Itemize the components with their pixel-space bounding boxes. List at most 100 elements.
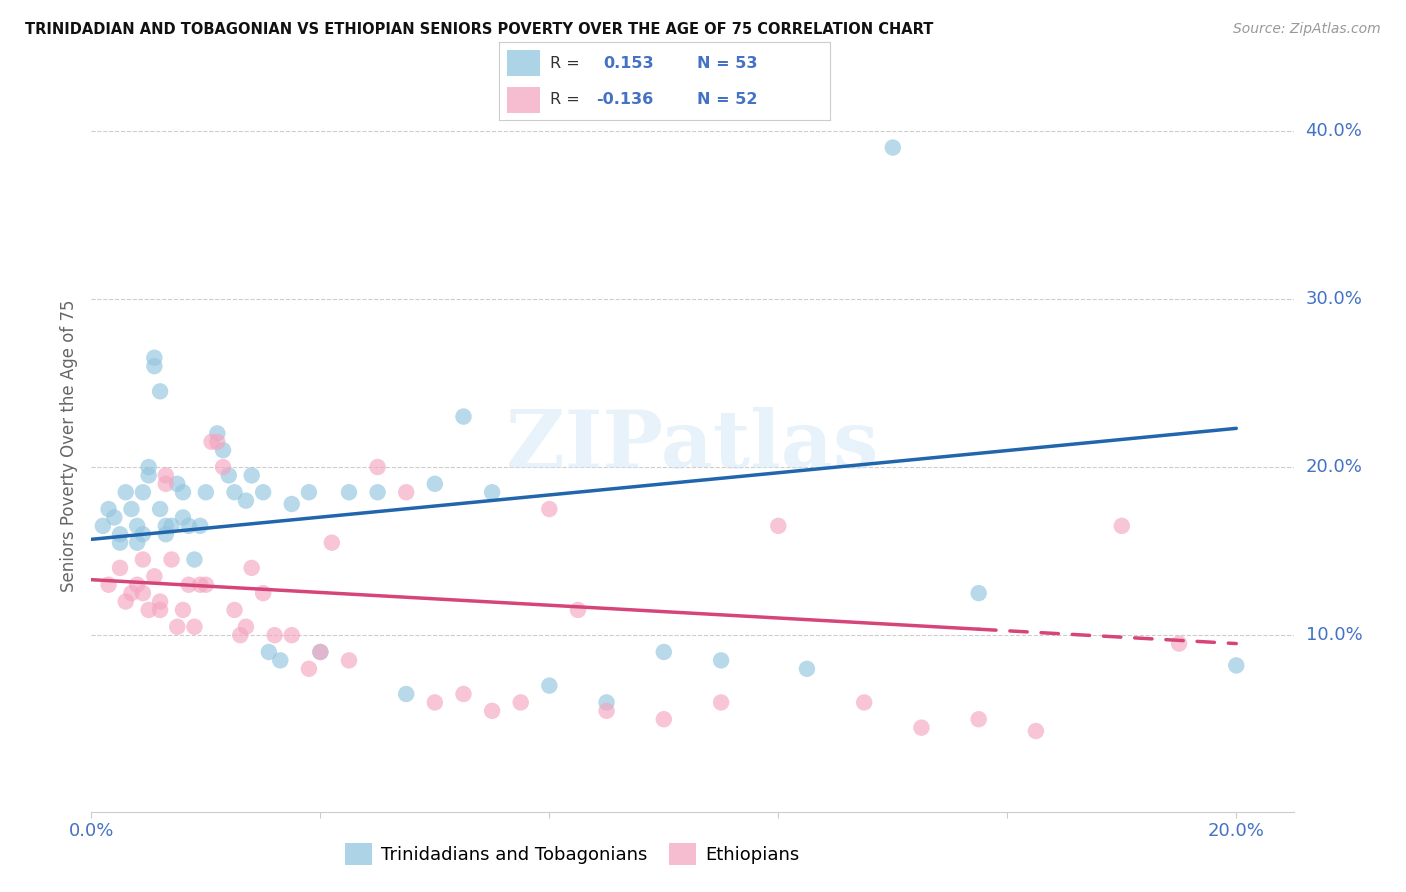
Point — [309, 645, 332, 659]
Bar — [508, 50, 540, 76]
Point — [235, 620, 257, 634]
Point — [155, 519, 177, 533]
Text: 30.0%: 30.0% — [1306, 290, 1362, 308]
Point — [423, 695, 446, 709]
Point — [188, 578, 211, 592]
Point — [108, 561, 131, 575]
Point — [138, 468, 160, 483]
Point — [114, 485, 136, 500]
Point — [710, 695, 733, 709]
Point — [967, 712, 990, 726]
Point — [143, 351, 166, 365]
Point — [882, 140, 904, 154]
Text: TRINIDADIAN AND TOBAGONIAN VS ETHIOPIAN SENIORS POVERTY OVER THE AGE OF 75 CORRE: TRINIDADIAN AND TOBAGONIAN VS ETHIOPIAN … — [25, 22, 934, 37]
Point — [481, 485, 503, 500]
Point — [97, 502, 120, 516]
Point — [453, 409, 475, 424]
Point — [127, 535, 149, 549]
Point — [281, 497, 304, 511]
Text: R =: R = — [550, 55, 581, 70]
Bar — [508, 87, 540, 112]
Point — [155, 476, 177, 491]
Point — [652, 645, 675, 659]
Text: 10.0%: 10.0% — [1306, 626, 1362, 644]
Point — [257, 645, 280, 659]
Point — [367, 485, 389, 500]
Text: 20.0%: 20.0% — [1306, 458, 1362, 476]
Point — [212, 443, 235, 458]
Point — [160, 552, 183, 566]
Point — [177, 578, 200, 592]
Point — [298, 662, 321, 676]
Point — [269, 653, 291, 667]
Point — [337, 653, 360, 667]
Point — [132, 552, 155, 566]
Point — [132, 485, 155, 500]
Point — [595, 704, 617, 718]
Point — [172, 510, 194, 524]
Point — [121, 502, 143, 516]
Point — [183, 620, 205, 634]
Point — [138, 460, 160, 475]
Point — [194, 485, 217, 500]
Point — [127, 578, 149, 592]
Point — [967, 586, 990, 600]
Point — [212, 460, 235, 475]
Point — [240, 468, 263, 483]
Point — [1111, 519, 1133, 533]
Text: -0.136: -0.136 — [596, 92, 654, 107]
Point — [103, 510, 125, 524]
Point — [652, 712, 675, 726]
Point — [166, 476, 188, 491]
Point — [207, 434, 229, 449]
Point — [166, 620, 188, 634]
Point — [796, 662, 818, 676]
Point — [188, 519, 211, 533]
Point — [97, 578, 120, 592]
Point — [132, 586, 155, 600]
Legend: Trinidadians and Tobagonians, Ethiopians: Trinidadians and Tobagonians, Ethiopians — [337, 836, 807, 872]
Point — [235, 493, 257, 508]
Text: R =: R = — [550, 92, 581, 107]
Point — [710, 653, 733, 667]
Point — [367, 460, 389, 475]
Point — [1025, 724, 1047, 739]
Point — [768, 519, 790, 533]
Point — [143, 359, 166, 373]
Point — [309, 645, 332, 659]
Point — [453, 687, 475, 701]
Text: ZIPatlas: ZIPatlas — [506, 407, 879, 485]
Point — [143, 569, 166, 583]
Point — [538, 502, 561, 516]
Point — [263, 628, 285, 642]
Point — [281, 628, 304, 642]
Point — [423, 476, 446, 491]
Point — [183, 552, 205, 566]
Point — [252, 485, 274, 500]
Point — [149, 384, 172, 399]
Point — [155, 527, 177, 541]
Point — [337, 485, 360, 500]
Point — [595, 695, 617, 709]
Point — [224, 603, 246, 617]
Point — [1225, 658, 1247, 673]
Point — [910, 721, 932, 735]
Point — [481, 704, 503, 718]
Point — [155, 468, 177, 483]
Point — [121, 586, 143, 600]
Point — [201, 434, 224, 449]
Point — [132, 527, 155, 541]
Point — [194, 578, 217, 592]
Point — [567, 603, 589, 617]
Text: Source: ZipAtlas.com: Source: ZipAtlas.com — [1233, 22, 1381, 37]
Point — [172, 603, 194, 617]
Point — [160, 519, 183, 533]
Point — [108, 535, 131, 549]
Point — [138, 603, 160, 617]
Point — [298, 485, 321, 500]
Point — [395, 687, 418, 701]
Point — [108, 527, 131, 541]
Point — [321, 535, 343, 549]
Point — [149, 603, 172, 617]
Text: 0.153: 0.153 — [603, 55, 654, 70]
